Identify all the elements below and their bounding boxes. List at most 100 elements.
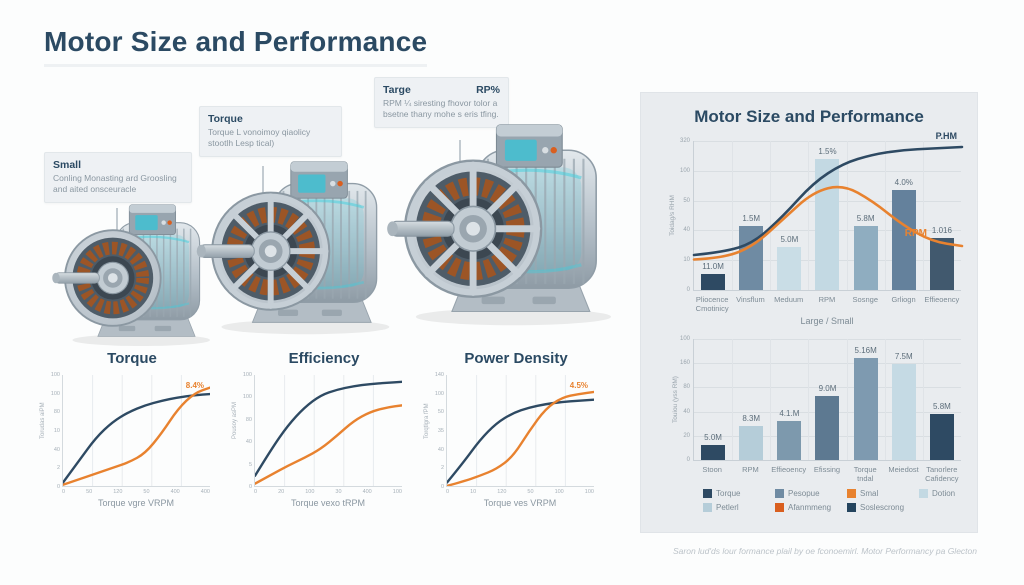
bar (701, 445, 726, 460)
bar-column: 5.16M (847, 339, 885, 460)
x-tick-label: 100 (554, 489, 564, 495)
bar (929, 237, 954, 290)
bar-value-label: 1.5% (818, 146, 837, 156)
efficiency-line-chart: Efficiency Pousoy asPM 100 100 80 40 5 0 0 20 100 3… (228, 350, 420, 508)
x-tick-label: 10 (470, 489, 477, 495)
x-tick-label: 50 (86, 489, 93, 495)
y-tick-label: 100 (50, 372, 60, 378)
legend-label: Soslescrong (860, 503, 905, 512)
gridline (922, 141, 924, 290)
motor-svg (196, 161, 390, 335)
size-performance-bar-chart: 320 100 50 40 10 0 Toidag/s RHM 11.0M 1.5M 5.0M 1.… (669, 131, 964, 326)
legend-item: Pesopue (775, 489, 847, 498)
gridline (884, 339, 886, 460)
y-tick-label: 2 (56, 465, 60, 472)
category-label: Meduum (774, 295, 804, 304)
legend-swatch (847, 503, 856, 512)
category-label: Torque tndal (853, 465, 877, 484)
x-tick-label: 100 (584, 489, 594, 495)
y-tick-label: 160 (679, 360, 690, 367)
bar-column: 5.8M (847, 141, 885, 290)
category-label: RPM (742, 465, 759, 474)
gridline (808, 141, 810, 290)
mini-chart-title: Power Density (464, 350, 568, 367)
y-tick-label: 40 (437, 446, 444, 453)
bar (777, 421, 802, 460)
torque-line-chart: Torque Torudas aiPM 100 100 80 10 40 2 0 8.4% 0 50 1… (36, 350, 228, 508)
x-tick-label: 120 (497, 489, 507, 495)
gridline (846, 141, 848, 290)
bar (701, 273, 726, 290)
bar-value-label: 1.5M (742, 213, 761, 223)
callout-targe-body: RPM ¼ siresting fhovor tolor a bsetne th… (383, 98, 499, 120)
power-density-line-chart: Power Density Torqtlgra fPM 140 100 50 35 40 2 0… (420, 350, 612, 508)
medium-motor-illustration (194, 156, 404, 339)
y-tick-label: 140 (434, 372, 444, 378)
mini-chart-svg (253, 375, 405, 487)
bar-chart-xlabel: Large / Small (800, 315, 854, 326)
orange-curve (61, 386, 213, 486)
performance-panel: Motor Size and Performance 320 100 50 40 10 0… (640, 92, 978, 533)
mini-chart-xticks: 0 20 100 30 400 100 (254, 489, 402, 495)
y-tick-label: 5 (248, 461, 252, 468)
category-label: RPM (818, 295, 836, 304)
x-tick-label: 0 (254, 489, 258, 495)
legend-label: Pesopue (788, 489, 820, 498)
legend-label: Smal (860, 489, 879, 498)
y-tick-label: 0 (56, 484, 60, 490)
callout-torque-body: Torque L vonoimoy qiaolicy stootlh Lesp … (208, 127, 311, 149)
mini-chart-yticks: 100 100 80 40 5 0 (240, 372, 252, 490)
bar-column: 7.5M (885, 339, 923, 460)
callout-targe-title-right: RP% (476, 84, 500, 96)
legend-swatch (703, 503, 712, 512)
x-tick-label: 400 (200, 489, 210, 495)
x-tick-label: 30 (335, 489, 342, 495)
x-tick-label: 100 (305, 489, 315, 495)
x-tick-label: 50 (527, 489, 534, 495)
bar-chart-plot: 320 100 50 40 10 0 Toidag/s RHM 11.0M 1.5M 5.0M 1.… (669, 131, 964, 293)
category-label: Vinsflum (736, 295, 765, 304)
gridline (770, 141, 772, 290)
mini-chart-svg (61, 375, 213, 487)
x-tick-label: 0 (62, 489, 66, 495)
category-label: Pliocence Cmotinicy (695, 295, 729, 314)
y-tick-label: 0 (440, 484, 444, 490)
callout-torque-title: Torque (208, 113, 243, 125)
category-label: Effieoency (924, 295, 960, 304)
legend-row: Torque Pesopue Smal Dotion (703, 489, 991, 498)
bar-chart-categories: Pliocence Cmotinicy Vinsflum Meduum RPM Sosn… (693, 295, 961, 314)
y-tick-label: 0 (686, 457, 690, 463)
bar-value-label: 4.1.M (779, 409, 800, 419)
bar-chart-ylabel: Touiou (yss RM) (671, 376, 679, 423)
legend-item: Torque (703, 489, 775, 498)
y-tick-label: 40 (245, 439, 252, 446)
mini-chart-title: Torque (107, 350, 157, 367)
callout-torque: Torque Torque L vonoimoy qiaolicy stootl… (199, 106, 342, 157)
legend-swatch (847, 489, 856, 498)
legend-swatch (919, 489, 928, 498)
bar (777, 246, 802, 290)
bar-column: 5.0M (694, 339, 732, 460)
y-tick-label: 100 (434, 390, 444, 397)
gridline (808, 339, 810, 460)
bar-column: 5.0M (770, 141, 808, 290)
x-tick-label: 50 (143, 489, 150, 495)
mini-chart-xlabel: Torque ves VRPM (483, 498, 557, 508)
y-tick-label: 2 (440, 465, 444, 472)
mini-chart-ylabel: Torudas aiPM (40, 402, 46, 439)
legend-swatch (703, 489, 712, 498)
panel-title: Motor Size and Performance (694, 107, 924, 126)
bar-value-label: 5.16M (854, 346, 877, 356)
y-tick-label: 40 (683, 408, 690, 415)
mini-chart-xlabel: Torque vexo tRPM (290, 498, 366, 508)
chart-legend: Torque Pesopue Smal Dotion Petlerl Afanmmeng S… (703, 489, 991, 517)
navy-curve (253, 380, 405, 477)
bar-value-label: 11.0M (702, 261, 724, 271)
legend-item: Smal (847, 489, 919, 498)
y-tick-label: 0 (686, 287, 690, 293)
mini-chart-plot: Pousoy asPM 100 100 80 40 5 0 (232, 372, 405, 490)
legend-item: Dotion (919, 489, 991, 498)
y-tick-label: 80 (683, 384, 690, 391)
y-tick-label: 100 (242, 394, 252, 401)
